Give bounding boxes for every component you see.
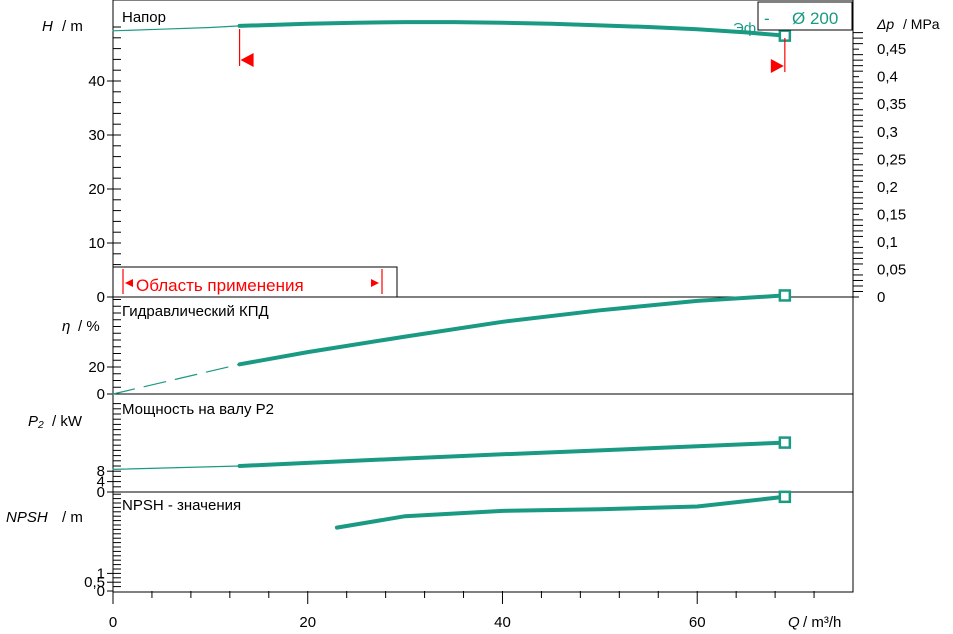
application-range-box: Область применения — [112, 266, 398, 298]
range-start-arrow — [240, 53, 254, 67]
npsh-ylabel-unit: / m — [62, 509, 83, 526]
application-range-right-arrow — [371, 279, 379, 287]
pressure-tick-label: 0 — [877, 289, 885, 306]
x-tick-label: 60 — [689, 614, 706, 631]
head-ylabel-unit: / m — [62, 18, 83, 35]
npsh-tick-label: 0,5 — [84, 574, 105, 591]
x-axis-label-var: Q — [788, 614, 800, 631]
power-ylabel-var: P₂ — [28, 413, 44, 430]
x-axis-label: Q / m³/h — [788, 614, 841, 631]
efficiency-tick-label: 0 — [97, 386, 105, 403]
head-tick-label: 30 — [88, 127, 105, 144]
efficiency-curve — [237, 293, 787, 367]
power-curve — [237, 440, 787, 468]
x-tick-label: 40 — [494, 614, 511, 631]
efficiency-tick-label: 20 — [88, 359, 105, 376]
x-tick-label: 20 — [299, 614, 316, 631]
pressure-tick-label: 0,2 — [877, 179, 898, 196]
power-panel-title: Мощность на валу P2 — [122, 401, 274, 418]
power-ylabel-unit: / kW — [52, 413, 83, 430]
legend-series-label: Ø 200 — [792, 9, 838, 28]
pressure-ylabel: Δp / MPa — [876, 16, 940, 32]
pressure-ylabel-unit: / MPa — [903, 16, 940, 32]
npsh-operating-point — [778, 490, 792, 504]
pressure-ylabel-var: Δp — [876, 16, 894, 32]
power-operating-point — [778, 436, 792, 449]
npsh-ylabel-var: NPSH — [6, 509, 48, 526]
curves — [112, 20, 792, 530]
efficiency-ylabel: η / % — [62, 318, 100, 335]
pressure-tick-label: 0,25 — [877, 151, 906, 168]
application-range-label: Область применения — [136, 276, 304, 295]
x-tick-label: 0 — [109, 614, 117, 631]
npsh-ylabel: NPSH / m — [6, 509, 83, 526]
npsh-curve — [334, 494, 787, 530]
power-curve-extrapolated — [112, 465, 241, 470]
tick-labels: 01020304002004800,5100,050,10,150,20,250… — [84, 41, 906, 631]
head-ylabel-var: H — [42, 18, 53, 35]
power-tick-label: 4 — [97, 474, 105, 491]
head-curve-extrapolated — [112, 25, 241, 32]
head-tick-label: 10 — [88, 235, 105, 252]
efficiency-curve-extrapolated — [112, 363, 241, 395]
legend: Эф - Ø 200 — [733, 1, 853, 37]
legend-prefix: - — [764, 9, 770, 28]
head-tick-label: 20 — [88, 181, 105, 198]
power-ylabel: P₂ / kW — [28, 413, 83, 430]
pressure-tick-label: 0,35 — [877, 96, 906, 113]
application-range-left-arrow — [125, 279, 133, 287]
efficiency-ylabel-unit: / % — [78, 318, 100, 335]
application-range-frame — [112, 266, 398, 298]
pressure-tick-label: 0,45 — [877, 41, 906, 58]
head-curve — [237, 20, 787, 38]
legend-frame — [757, 1, 853, 31]
head-ylabel: H / m — [42, 18, 83, 35]
npsh-tick-label: 0 — [97, 583, 105, 600]
head-panel-frame — [112, 0, 854, 298]
pressure-tick-label: 0,4 — [877, 69, 898, 86]
npsh-panel-title: NPSH - значения — [122, 497, 241, 514]
legend-hidden-text: Эф — [733, 20, 756, 37]
head-tick-label: 40 — [88, 73, 105, 90]
efficiency-ylabel-var: η — [62, 318, 70, 335]
x-axis-label-unit: / m³/h — [803, 614, 841, 631]
npsh-tick-label: 1 — [97, 565, 105, 582]
efficiency-operating-point — [778, 289, 792, 302]
range-end-arrow — [770, 59, 784, 73]
efficiency-panel-title: Гидравлический КПД — [122, 303, 269, 320]
pressure-tick-label: 0,15 — [877, 206, 906, 223]
pressure-tick-label: 0,05 — [877, 261, 906, 278]
power-tick-label: 0 — [97, 484, 105, 501]
pressure-tick-label: 0,3 — [877, 124, 898, 141]
head-panel-title: Напор — [122, 9, 166, 26]
power-tick-label: 8 — [97, 463, 105, 480]
pressure-tick-label: 0,1 — [877, 234, 898, 251]
minor-ticks — [107, 26, 863, 604]
head-tick-label: 0 — [97, 289, 105, 306]
npsh-panel-frame — [112, 491, 854, 593]
